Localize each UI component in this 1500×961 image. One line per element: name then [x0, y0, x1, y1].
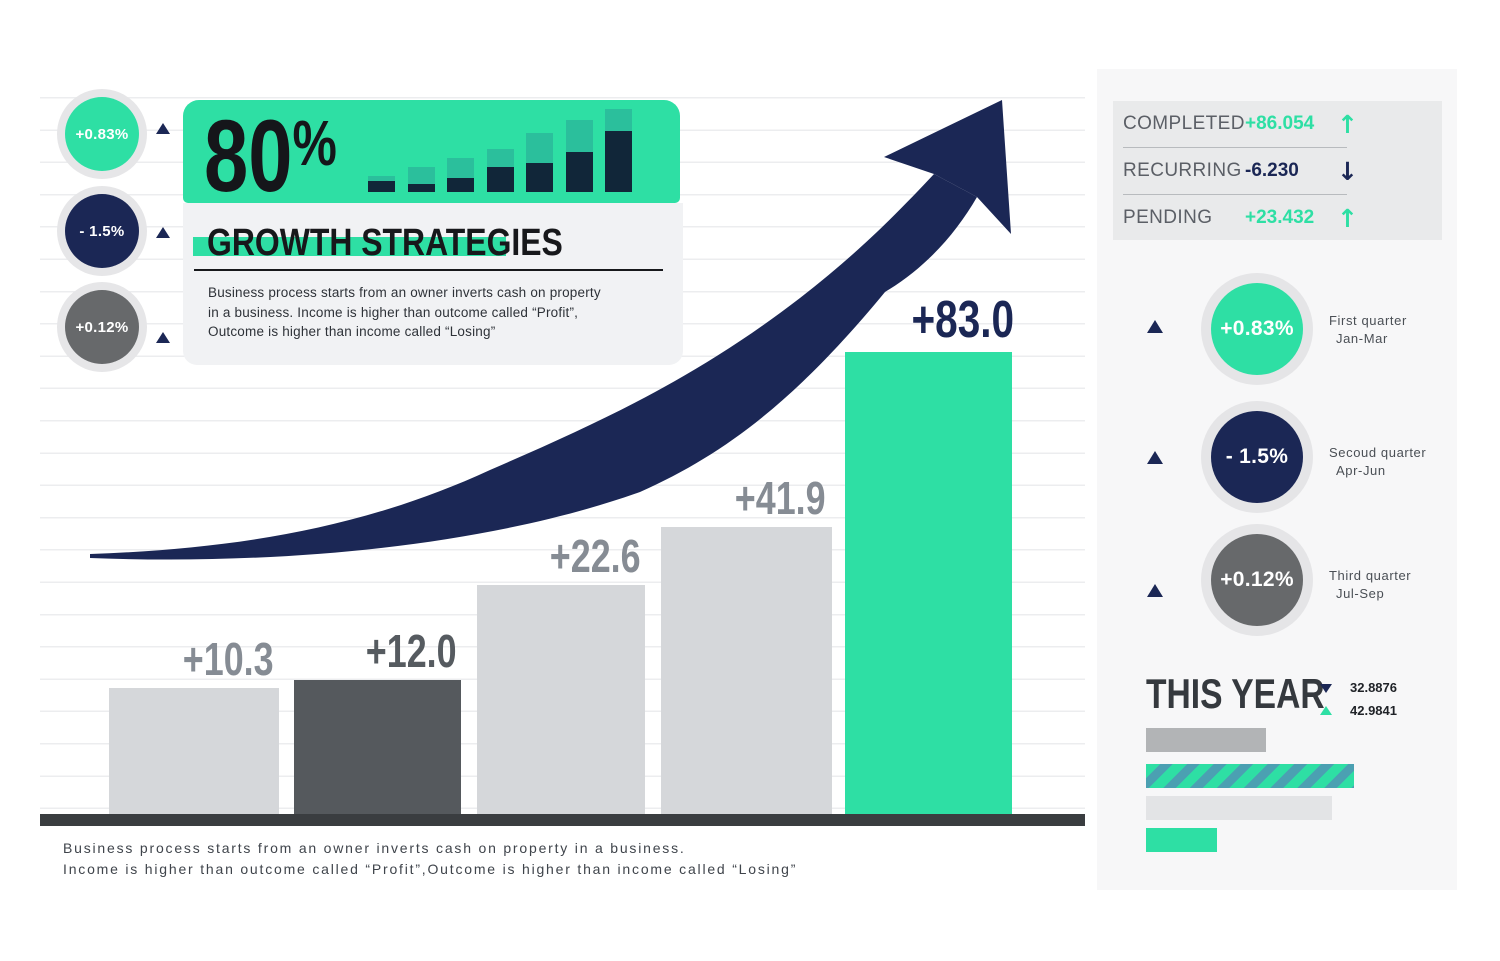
stat-row-completed: COMPLETED +86.054 ↑: [1123, 101, 1432, 147]
stat-label: RECURRING: [1123, 160, 1242, 181]
badge-third-quarter: +0.12%: [57, 282, 147, 372]
badge-first-quarter: +0.83%: [57, 89, 147, 179]
title-underline: [194, 269, 663, 271]
chart-baseline: [40, 814, 1085, 826]
triangle-up-icon: [1147, 320, 1163, 333]
quarter-circle-gray: +0.12%: [1211, 534, 1303, 626]
quarter-name: First quarter: [1329, 313, 1407, 328]
caption-line: Income is higher than outcome called “Pr…: [63, 861, 798, 877]
triangle-up-icon: [156, 123, 170, 134]
mini-bar-dark-segment: [526, 163, 553, 192]
legend-value: 42.9841: [1350, 703, 1397, 718]
title-highlight: [193, 237, 506, 256]
mini-bar-teal-segment: [407, 167, 435, 184]
stats-box: COMPLETED +86.054 ↑ RECURRING -6.230 ↓ P…: [1113, 101, 1442, 240]
quarter-badge-q1: +0.83%: [1201, 273, 1313, 385]
mini-bar-teal-segment: [368, 176, 395, 181]
headline-percent: 80%: [204, 105, 374, 217]
badge-circle-teal: +0.83%: [65, 97, 139, 171]
quarter-months: Apr-Jun: [1336, 463, 1386, 478]
arrow-up-icon: ↑: [1337, 109, 1358, 139]
legend-value: 32.8876: [1350, 680, 1397, 695]
stat-value: -6.230: [1245, 160, 1299, 181]
mini-bar-dark-segment: [447, 178, 474, 192]
stat-row-recurring: RECURRING -6.230 ↓: [1123, 148, 1432, 194]
percent-sign: %: [292, 107, 337, 179]
badge-value: - 1.5%: [79, 222, 125, 240]
triangle-up-icon: [1147, 451, 1163, 464]
arrow-head-icon: [884, 100, 1011, 234]
caption-line: Business process starts from an owner in…: [63, 840, 686, 856]
quarter-label-q2: Secoud quarter Apr-Jun: [1329, 444, 1426, 480]
mini-bar-teal-segment: [526, 133, 553, 163]
triangle-up-icon: [156, 227, 170, 238]
quarter-label-q1: First quarter Jan-Mar: [1329, 312, 1407, 348]
body-line: in a business. Income is higher than out…: [208, 304, 579, 320]
arrow-down-icon: ↓: [1337, 156, 1358, 186]
mini-bar-teal-segment: [605, 109, 632, 131]
quarter-badge-q3: +0.12%: [1201, 524, 1313, 636]
growth-strategies-panel: [183, 203, 683, 365]
badge-circle-gray: +0.12%: [65, 290, 139, 364]
quarter-name: Third quarter: [1329, 568, 1412, 583]
mini-bar-dark-segment: [565, 152, 593, 192]
mini-bar-teal-segment: [565, 120, 593, 152]
stat-value: +86.054: [1245, 113, 1315, 134]
triangle-up-icon: [156, 332, 170, 343]
quarter-circle-navy: - 1.5%: [1211, 411, 1303, 503]
mini-bar-dark-segment: [605, 131, 632, 192]
stat-value: +23.432: [1245, 207, 1315, 228]
stat-label: COMPLETED: [1123, 113, 1245, 134]
body-line: Business process starts from an owner in…: [208, 285, 601, 300]
divider: [1123, 147, 1347, 148]
badge-circle-navy: - 1.5%: [65, 194, 139, 268]
mini-bar-teal-segment: [447, 158, 474, 178]
percent-number: 80: [204, 99, 293, 213]
badge-value: +0.12%: [75, 318, 129, 336]
quarter-label-q3: Third quarter Jul-Sep: [1329, 567, 1411, 603]
arrow-swoosh: [90, 174, 977, 560]
mini-bar-dark-segment: [407, 184, 435, 192]
quarter-value: +0.12%: [1220, 568, 1294, 591]
banner-mini-bar-chart: [368, 104, 660, 192]
section-body-text: Business process starts from an owner in…: [208, 283, 601, 342]
quarter-months: Jan-Mar: [1336, 331, 1388, 346]
mini-bar-dark-segment: [486, 167, 514, 192]
stat-label: PENDING: [1123, 207, 1213, 228]
quarter-circle-teal: +0.83%: [1211, 283, 1303, 375]
quarter-badge-q2: - 1.5%: [1201, 401, 1313, 513]
section-title: GROWTH STRATEGIES: [207, 222, 563, 264]
divider: [1123, 194, 1347, 195]
mini-bar-dark-segment: [368, 181, 395, 192]
badge-second-quarter: - 1.5%: [57, 186, 147, 276]
quarter-months: Jul-Sep: [1336, 586, 1385, 601]
mini-bar-teal-segment: [486, 149, 514, 167]
triangle-up-icon: [1320, 706, 1332, 715]
arrow-up-icon: ↑: [1337, 203, 1358, 233]
quarter-name: Secoud quarter: [1329, 445, 1427, 460]
triangle-up-icon: [1147, 584, 1163, 597]
quarter-value: - 1.5%: [1225, 445, 1289, 468]
badge-value: +0.83%: [75, 125, 129, 143]
triangle-down-icon: [1320, 684, 1332, 693]
body-line: Outcome is higher than income called “Lo…: [208, 324, 496, 339]
stat-row-pending: PENDING +23.432 ↑: [1123, 195, 1432, 241]
quarter-value: +0.83%: [1220, 317, 1294, 340]
this-year-title: THIS YEAR: [1146, 670, 1325, 717]
